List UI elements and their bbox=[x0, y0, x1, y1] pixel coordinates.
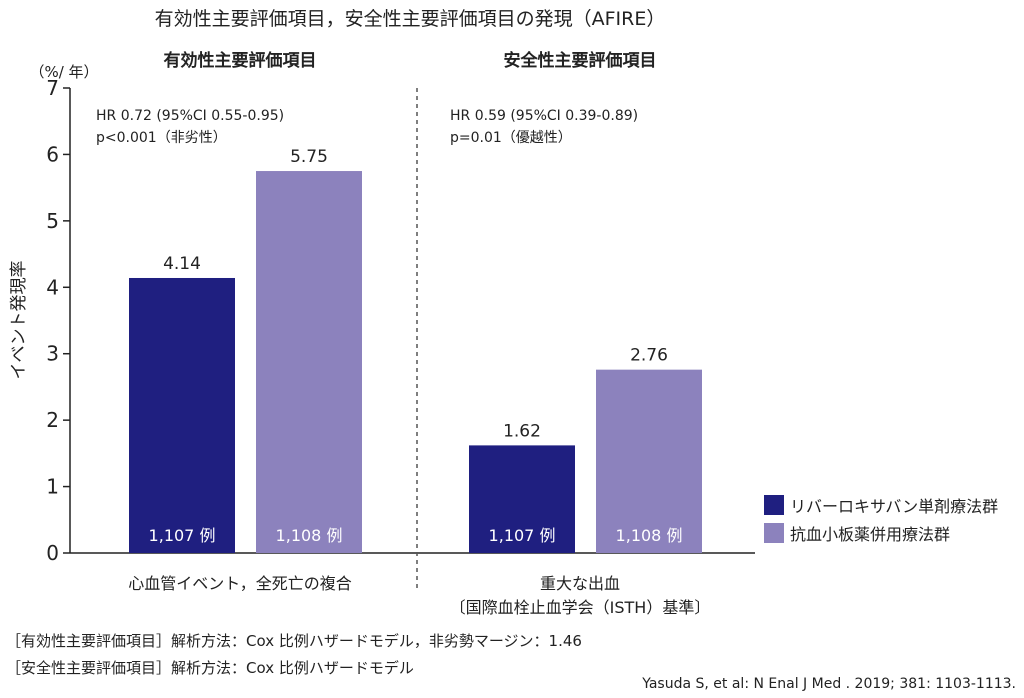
y-tick-label: 0 bbox=[46, 541, 59, 565]
x-category-label: 〔国際血栓止血学会（ISTH）基準〕 bbox=[450, 598, 711, 617]
bar bbox=[596, 369, 702, 553]
citation: Yasuda S, et al: N Enal J Med . 2019; 38… bbox=[642, 676, 1016, 692]
y-tick-label: 1 bbox=[46, 475, 59, 499]
legend-swatch bbox=[764, 523, 784, 543]
bar-value-label: 2.76 bbox=[630, 346, 668, 366]
bar bbox=[129, 277, 235, 553]
x-category-label: 重大な出血 bbox=[540, 574, 620, 593]
legend-label: リバーロキサバン単剤療法群 bbox=[790, 497, 998, 516]
panel-heading: 安全性主要評価項目 bbox=[504, 50, 657, 71]
panel-stat: p<0.001（非劣性） bbox=[96, 130, 227, 146]
legend-swatch bbox=[764, 495, 784, 515]
y-tick-label: 5 bbox=[46, 209, 59, 233]
panel-heading: 有効性主要評価項目 bbox=[164, 50, 317, 71]
x-category-label: 心血管イベント，全死亡の複合 bbox=[128, 574, 352, 593]
bar-n-label: 1,108 例 bbox=[616, 526, 683, 545]
y-tick-label: 3 bbox=[46, 342, 59, 366]
bar-value-label: 5.75 bbox=[290, 147, 328, 167]
y-tick-label: 7 bbox=[46, 76, 59, 100]
bar bbox=[256, 171, 362, 554]
bar-value-label: 1.62 bbox=[503, 421, 541, 441]
bar-n-label: 1,108 例 bbox=[276, 526, 343, 545]
y-axis-label: イベント発現率 bbox=[9, 261, 29, 380]
bar bbox=[469, 445, 575, 553]
panel-stat: p=0.01（優越性） bbox=[450, 130, 572, 146]
y-tick-label: 4 bbox=[46, 275, 59, 299]
footnote-efficacy: ［有効性主要評価項目］解析方法：Cox 比例ハザードモデル，非劣勢マージン：1.… bbox=[6, 632, 582, 650]
panel-stat: HR 0.72 (95%CI 0.55-0.95) bbox=[96, 108, 284, 124]
panel-stat: HR 0.59 (95%CI 0.39-0.89) bbox=[450, 108, 638, 124]
bar-value-label: 4.14 bbox=[163, 254, 201, 274]
bar-n-label: 1,107 例 bbox=[489, 526, 556, 545]
y-axis-unit: （%/ 年） bbox=[29, 63, 98, 81]
bar-n-label: 1,107 例 bbox=[149, 526, 216, 545]
chart-title: 有効性主要評価項目，安全性主要評価項目の発現（AFIRE） bbox=[154, 8, 666, 30]
y-tick-label: 2 bbox=[46, 408, 59, 432]
y-tick-label: 6 bbox=[46, 142, 59, 166]
footnote-safety: ［安全性主要評価項目］解析方法：Cox 比例ハザードモデル bbox=[6, 659, 414, 677]
legend-label: 抗血小板薬併用療法群 bbox=[790, 525, 950, 544]
